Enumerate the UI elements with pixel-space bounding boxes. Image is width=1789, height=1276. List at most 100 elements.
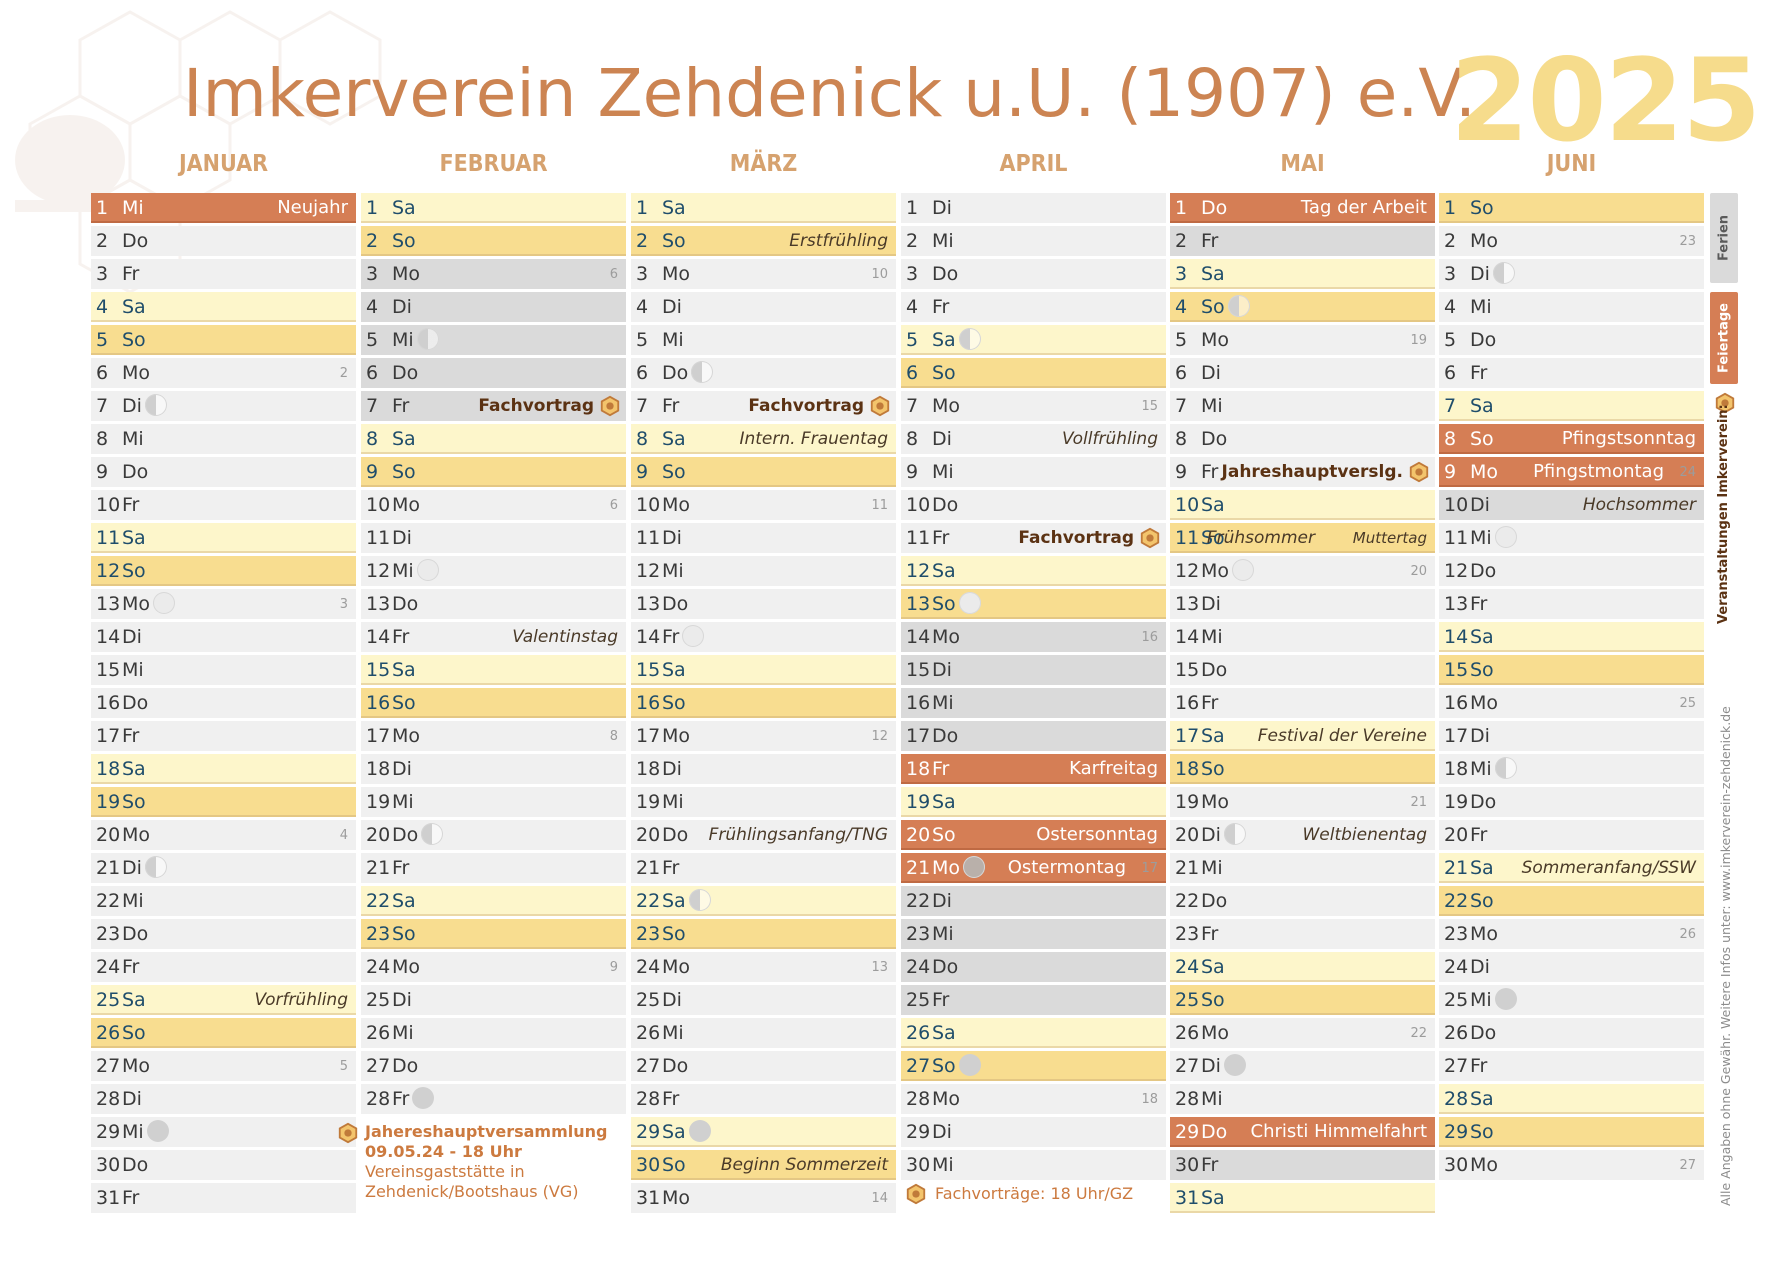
day-row[interactable]: 29Mi	[91, 1117, 356, 1147]
day-row[interactable]: 11So Frühsommer Muttertag	[1170, 523, 1435, 553]
day-row[interactable]: 13Di	[1170, 589, 1435, 619]
day-row[interactable]: 15Mi	[91, 655, 356, 685]
day-row[interactable]: 25Di	[361, 985, 626, 1015]
day-row[interactable]: 2 So	[361, 226, 626, 256]
day-row[interactable]: 15Di	[901, 655, 1166, 685]
day-row[interactable]: 24Do	[901, 952, 1166, 982]
day-row[interactable]: 4 Di	[631, 292, 896, 322]
day-row[interactable]: 3 Di	[1439, 259, 1704, 289]
day-row[interactable]: 31Mo 14	[631, 1183, 896, 1213]
day-row[interactable]: 23Mi	[901, 919, 1166, 949]
day-row[interactable]: 28Sa	[1439, 1084, 1704, 1114]
day-row[interactable]: 16So	[361, 688, 626, 718]
day-row[interactable]: 23Do	[91, 919, 356, 949]
day-row[interactable]: 4 Fr	[901, 292, 1166, 322]
day-row[interactable]: 23Fr	[1170, 919, 1435, 949]
day-row[interactable]: 12Mi	[361, 556, 626, 586]
day-row[interactable]: 10Di Hochsommer	[1439, 490, 1704, 520]
day-row[interactable]: 18Fr Karfreitag	[901, 754, 1166, 784]
day-row[interactable]: 25Mi	[1439, 985, 1704, 1015]
day-row[interactable]: 5 Do	[1439, 325, 1704, 355]
day-row[interactable]: 30Mo 27	[1439, 1150, 1704, 1180]
day-row[interactable]: 23Mo 26	[1439, 919, 1704, 949]
day-row[interactable]: 29Di	[901, 1117, 1166, 1147]
day-row[interactable]: 8 Sa	[361, 424, 626, 454]
day-row[interactable]: 20Do Frühlingsanfang/TNG	[631, 820, 896, 850]
day-row[interactable]: 22So	[1439, 886, 1704, 916]
day-row[interactable]: 28Mo 18	[901, 1084, 1166, 1114]
day-row[interactable]: 18Di	[361, 754, 626, 784]
day-row[interactable]: 1 Mi Neujahr	[91, 193, 356, 223]
day-row[interactable]: 17Sa Festival der Vereine	[1170, 721, 1435, 751]
day-row[interactable]: 17Di	[1439, 721, 1704, 751]
day-row[interactable]: 5 Mi	[631, 325, 896, 355]
day-row[interactable]: 27So	[901, 1051, 1166, 1081]
day-row[interactable]: 14Fr Valentinstag	[361, 622, 626, 652]
day-row[interactable]: 22Di	[901, 886, 1166, 916]
day-row[interactable]: 6 Mo 2	[91, 358, 356, 388]
day-row[interactable]: 29Do Christi Himmelfahrt	[1170, 1117, 1435, 1147]
day-row[interactable]: 1 Di	[901, 193, 1166, 223]
day-row[interactable]: 19Mi	[361, 787, 626, 817]
day-row[interactable]: 7 Mo 15	[901, 391, 1166, 421]
day-row[interactable]: 30Do	[91, 1150, 356, 1180]
day-row[interactable]: 10Mo 6	[361, 490, 626, 520]
day-row[interactable]: 21Sa Sommeranfang/SSW	[1439, 853, 1704, 883]
day-row[interactable]: 26Do	[1439, 1018, 1704, 1048]
day-row[interactable]: 4 Mi	[1439, 292, 1704, 322]
day-row[interactable]: 22Sa	[631, 886, 896, 916]
day-row[interactable]: 17Mo 12	[631, 721, 896, 751]
day-row[interactable]: 11Sa	[91, 523, 356, 553]
day-row[interactable]: 3 Mo 6	[361, 259, 626, 289]
day-row[interactable]: 27Mo 5	[91, 1051, 356, 1081]
day-row[interactable]: 13Mo 3	[91, 589, 356, 619]
day-row[interactable]: 7 Sa	[1439, 391, 1704, 421]
day-row[interactable]: 19Mo 21	[1170, 787, 1435, 817]
day-row[interactable]: 13Do	[361, 589, 626, 619]
day-row[interactable]: 6 Fr	[1439, 358, 1704, 388]
day-row[interactable]: 10Do	[901, 490, 1166, 520]
day-row[interactable]: 8 Do	[1170, 424, 1435, 454]
day-row[interactable]: 8 So Pfingstsonntag	[1439, 424, 1704, 454]
day-row[interactable]: 26Sa	[901, 1018, 1166, 1048]
day-row[interactable]: 12Mi	[631, 556, 896, 586]
day-row[interactable]: 3 Fr	[91, 259, 356, 289]
day-row[interactable]: 30Mi	[901, 1150, 1166, 1180]
day-row[interactable]: 31Sa	[1170, 1183, 1435, 1213]
day-row[interactable]: 1 So	[1439, 193, 1704, 223]
day-row[interactable]: 9 Mo 24 Pfingstmontag	[1439, 457, 1704, 487]
day-row[interactable]: 28Fr	[361, 1084, 626, 1114]
day-row[interactable]: 19Mi	[631, 787, 896, 817]
day-row[interactable]: 10Mo 11	[631, 490, 896, 520]
day-row[interactable]: 15Do	[1170, 655, 1435, 685]
day-row[interactable]: 12Sa	[901, 556, 1166, 586]
day-row[interactable]: 26So	[91, 1018, 356, 1048]
day-row[interactable]: 9 Mi	[901, 457, 1166, 487]
day-row[interactable]: 12Do	[1439, 556, 1704, 586]
day-row[interactable]: 11Di	[361, 523, 626, 553]
day-row[interactable]: 20Fr	[1439, 820, 1704, 850]
day-row[interactable]: 7 Fr Fachvortrag	[361, 391, 626, 421]
day-row[interactable]: 9 Fr Jahreshauptverslg.	[1170, 457, 1435, 487]
day-row[interactable]: 21Fr	[631, 853, 896, 883]
day-row[interactable]: 4 So	[1170, 292, 1435, 322]
day-row[interactable]: 5 Sa	[901, 325, 1166, 355]
day-row[interactable]: 3 Do	[901, 259, 1166, 289]
day-row[interactable]: 9 Do	[91, 457, 356, 487]
day-row[interactable]: 16So	[631, 688, 896, 718]
day-row[interactable]: 21Fr	[361, 853, 626, 883]
day-row[interactable]: 18So	[1170, 754, 1435, 784]
day-row[interactable]: 8 Di Vollfrühling	[901, 424, 1166, 454]
day-row[interactable]: 15So	[1439, 655, 1704, 685]
day-row[interactable]: 16Do	[91, 688, 356, 718]
day-row[interactable]: 18Mi	[1439, 754, 1704, 784]
day-row[interactable]: 28Di	[91, 1084, 356, 1114]
day-row[interactable]: 13Do	[631, 589, 896, 619]
day-row[interactable]: 14Di	[91, 622, 356, 652]
day-row[interactable]: 17Fr	[91, 721, 356, 751]
day-row[interactable]: 1 Do Tag der Arbeit	[1170, 193, 1435, 223]
day-row[interactable]: 24Mo 9	[361, 952, 626, 982]
day-row[interactable]: 14Mo 16	[901, 622, 1166, 652]
day-row[interactable]: 16Fr	[1170, 688, 1435, 718]
day-row[interactable]: 5 Mo 19	[1170, 325, 1435, 355]
